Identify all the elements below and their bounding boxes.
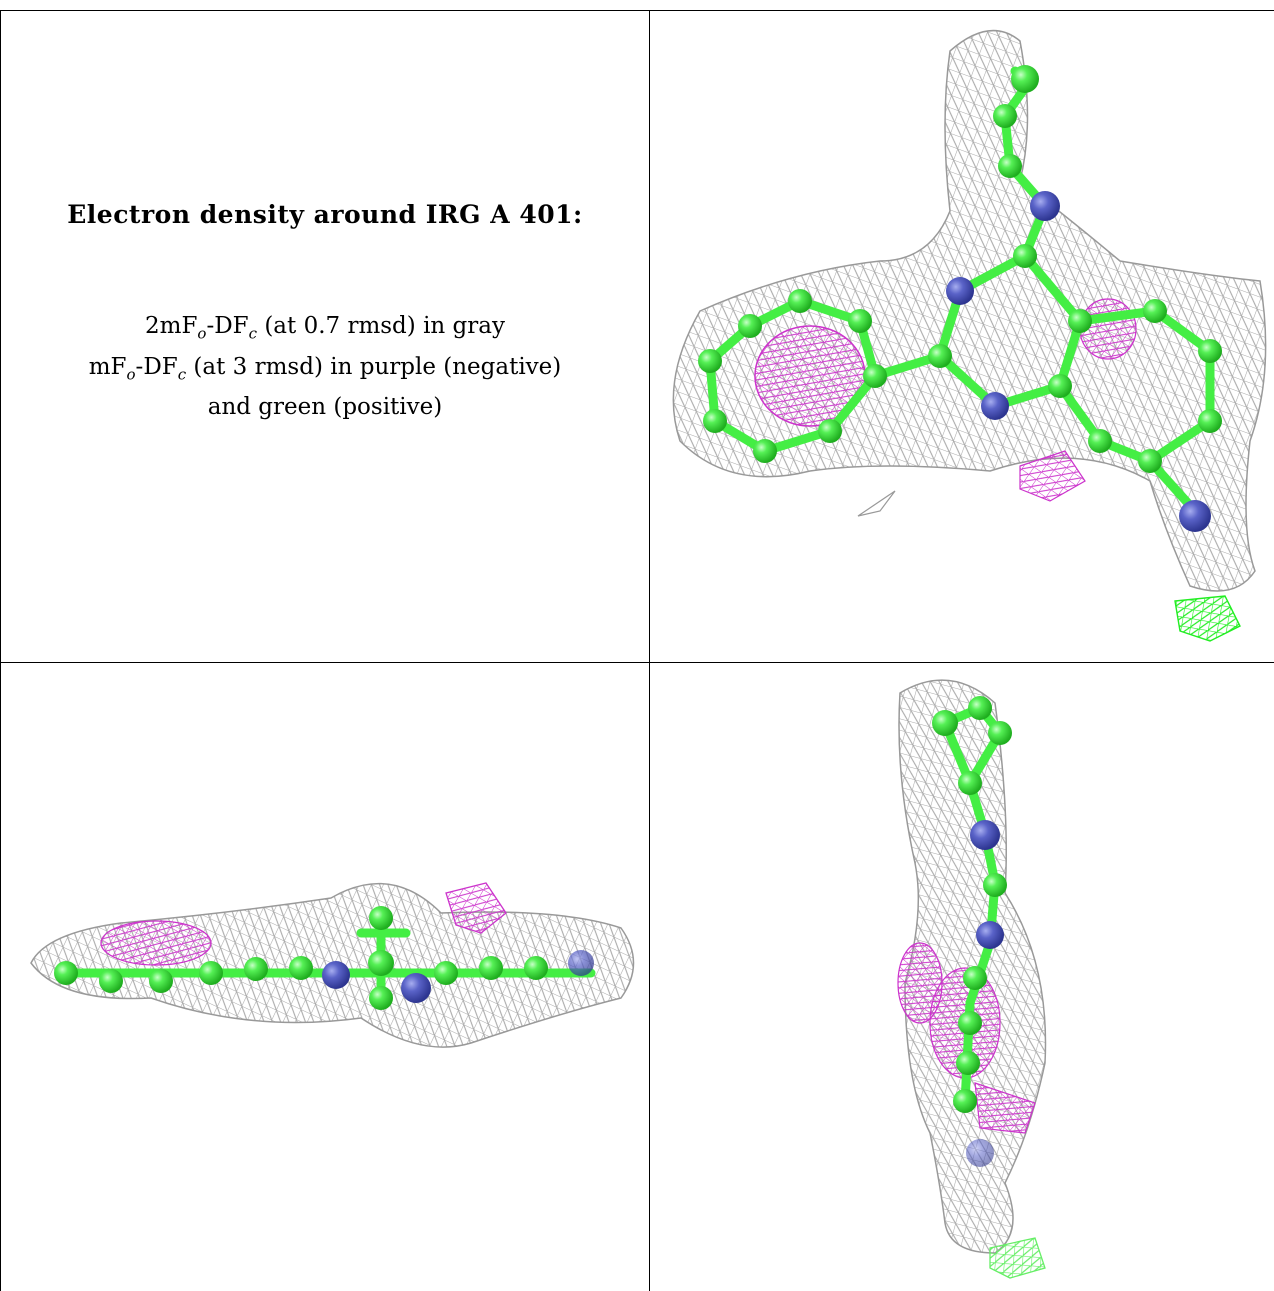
atom-spheres <box>698 65 1222 532</box>
stray-mesh-fragment <box>857 490 896 517</box>
negative-density-blob <box>445 882 507 934</box>
left-border-upper <box>0 10 1 662</box>
caption-title: Electron density around IRG A 401: <box>67 200 583 229</box>
caption-l1-suffix: (at 0.7 rmsd) in gray <box>257 313 505 339</box>
positive-density-blob <box>1174 595 1241 642</box>
left-border-lower <box>0 662 1 1291</box>
center-divider-lower <box>649 662 650 1291</box>
caption-line-2: mFo-DFc (at 3 rmsd) in purple (negative) <box>10 351 640 392</box>
caption-line-3: and green (positive) <box>207 394 443 421</box>
density-envelope-2fofc <box>672 29 1267 592</box>
caption-l2-sub2: c <box>177 365 187 384</box>
middle-divider <box>0 662 1274 663</box>
top-right-molecule-render <box>672 29 1267 642</box>
positive-density-blob <box>989 1237 1046 1279</box>
caption-l1-prefix: 2mF <box>145 313 198 339</box>
density-view-bottom-left <box>1 663 649 1291</box>
caption-l2-mid: -DF <box>135 353 178 380</box>
caption-l2-suffix: (at 3 rmsd) in purple (negative) <box>186 353 562 380</box>
caption-l1-sub2: c <box>248 324 258 343</box>
caption-l1-sub1: o <box>197 324 207 343</box>
top-border <box>0 10 1274 11</box>
caption-l1-mid: -DF <box>206 313 249 339</box>
atom-spheres <box>54 906 594 1010</box>
atom-spheres <box>932 696 1012 1167</box>
bottom-right-molecule-render <box>897 679 1047 1279</box>
density-view-bottom-right <box>650 663 1274 1291</box>
negative-density-blob <box>1019 450 1086 502</box>
bottom-left-molecule-render <box>30 882 635 1048</box>
caption-l2-sub1: o <box>126 365 136 384</box>
negative-density-blob <box>100 920 212 966</box>
center-divider-upper <box>649 10 650 662</box>
negative-density-blob <box>974 1082 1036 1134</box>
caption-line-1: 2mFo-DFc (at 0.7 rmsd) in gray <box>10 310 640 351</box>
caption-body: 2mFo-DFc (at 0.7 rmsd) in gray mFo-DFc (… <box>10 310 640 424</box>
caption-l2-prefix: mF <box>88 353 127 380</box>
density-view-top-right <box>650 11 1274 662</box>
